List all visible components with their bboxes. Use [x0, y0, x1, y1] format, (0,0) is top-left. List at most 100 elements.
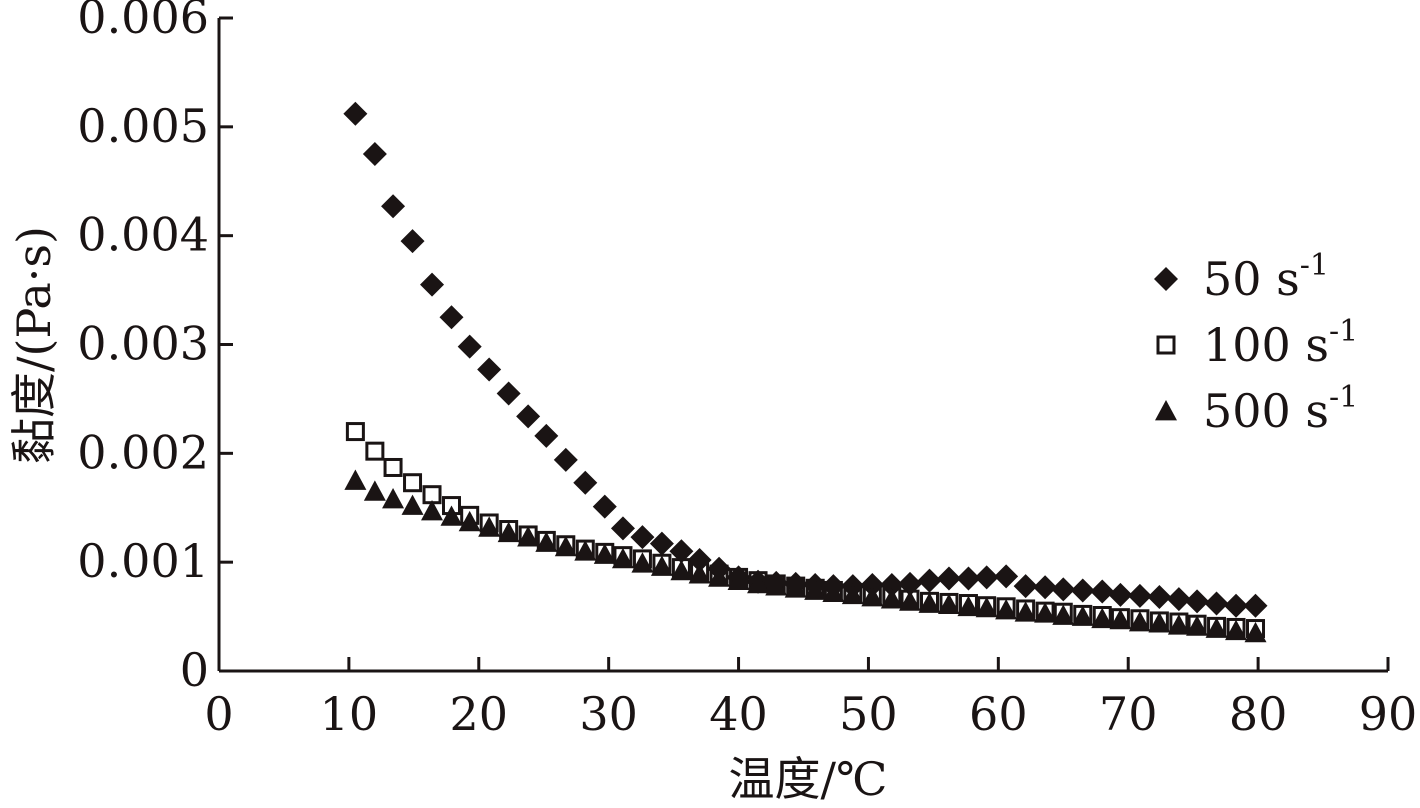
legend-label: 50 s-1: [1203, 248, 1329, 306]
x-tick-label: 90: [1359, 687, 1418, 741]
diamond-point: [496, 381, 521, 406]
triangle-point: [440, 505, 463, 526]
diamond-point: [974, 565, 999, 590]
diamond-point: [610, 516, 635, 541]
triangle-point: [401, 494, 424, 515]
legend-item: 100 s-1: [1156, 314, 1358, 372]
diamond-point: [1090, 579, 1115, 604]
triangle-point: [1186, 615, 1209, 636]
data-marks: [343, 101, 1268, 643]
legend-superscript: -1: [1300, 248, 1329, 283]
triangle-point: [688, 563, 711, 584]
triangle-point: [593, 543, 616, 564]
diamond-point: [1108, 582, 1133, 607]
x-tick-label: 0: [204, 687, 233, 741]
triangle-point: [611, 547, 634, 569]
triangle-point: [1034, 602, 1057, 623]
triangle-point: [1109, 608, 1132, 630]
x-tick-label: 50: [839, 687, 898, 741]
triangle-point: [1225, 619, 1248, 641]
y-tick-label: 0.001: [77, 534, 209, 588]
diamond-point: [1204, 591, 1229, 616]
diamond-point: [687, 547, 712, 572]
diamond-point: [1127, 583, 1152, 608]
x-tick-label: 40: [709, 687, 768, 741]
triangle-point: [708, 566, 731, 587]
triangle-point: [822, 581, 845, 602]
diamond-point: [516, 404, 541, 429]
triangle-point: [880, 588, 903, 609]
x-tick-label: 30: [579, 687, 638, 741]
square-point: [403, 473, 423, 493]
diamond-point: [362, 142, 387, 167]
y-axis-title: 黏度/(Pa·s): [7, 226, 61, 464]
diamond-point: [343, 101, 368, 126]
triangle-point: [554, 535, 577, 557]
triangle-point: [535, 531, 558, 552]
square-point: [383, 457, 403, 477]
square-point: [365, 441, 385, 461]
triangle-point: [765, 575, 788, 596]
legend-item: 500 s-1: [1155, 380, 1358, 438]
triangle-point: [670, 559, 693, 581]
triangle-point: [458, 510, 481, 532]
y-tick-label: 0.002: [77, 425, 209, 479]
diamond-point: [420, 272, 445, 297]
diamond-point: [1051, 577, 1076, 602]
x-axis-ticks: 0 10 20 30 40 50 60 70 80 90: [204, 657, 1417, 741]
diamond-point: [553, 447, 578, 472]
legend-marker: [1156, 335, 1176, 355]
y-tick-label: 0.004: [77, 208, 209, 262]
diamond-point: [1185, 589, 1210, 614]
diamond-point: [1147, 584, 1172, 609]
diamond-point: [477, 357, 502, 382]
x-tick-label: 80: [1229, 687, 1288, 741]
x-tick-label: 70: [1099, 687, 1158, 741]
y-tick-label: 0: [180, 643, 209, 697]
triangle-point: [1244, 621, 1267, 643]
diamond-point: [1033, 575, 1058, 600]
legend-item: 50 s-1: [1154, 248, 1329, 306]
triangle-point: [899, 590, 922, 611]
triangle-point: [747, 572, 770, 594]
diamond-point: [917, 568, 942, 593]
legend-marker: [1154, 267, 1178, 291]
series-1: [343, 101, 1268, 618]
legend-label: 100 s-1: [1203, 314, 1358, 372]
diamond-point: [994, 564, 1019, 589]
diamond-point: [381, 194, 406, 219]
x-tick-label: 10: [320, 687, 379, 741]
legend-label: 500 s-1: [1203, 380, 1358, 438]
triangle-point: [727, 569, 750, 591]
series-3: [344, 469, 1267, 643]
y-tick-label: 0.005: [77, 99, 209, 153]
x-tick-label: 60: [969, 687, 1028, 741]
y-axis-ticks: 0 0.001 0.002 0.003 0.004 0.005 0.006: [77, 0, 233, 697]
triangle-point: [1128, 611, 1151, 632]
triangle-point: [918, 592, 941, 613]
y-tick-label: 0.006: [77, 0, 209, 44]
diamond-point: [1224, 593, 1249, 618]
diamond-point: [400, 229, 425, 254]
triangle-point: [1071, 605, 1094, 626]
diamond-point: [879, 573, 904, 598]
diamond-point: [669, 539, 694, 564]
triangle-point: [784, 577, 807, 598]
triangle-point: [1014, 601, 1037, 622]
triangle-point: [650, 555, 673, 576]
triangle-point: [995, 599, 1018, 620]
triangle-point: [631, 552, 654, 573]
diamond-point: [534, 423, 559, 448]
diamond-point: [573, 470, 598, 495]
triangle-point: [1205, 617, 1228, 638]
diamond-point: [936, 566, 961, 591]
diamond-point: [1166, 587, 1191, 612]
diamond-point: [1070, 578, 1095, 603]
diamond-point: [860, 573, 885, 598]
triangle-point: [363, 480, 386, 501]
triangle-point: [1148, 612, 1171, 633]
diamond-point: [457, 334, 482, 359]
x-axis-title: 温度/℃: [729, 752, 888, 806]
triangle-point: [1167, 614, 1190, 635]
